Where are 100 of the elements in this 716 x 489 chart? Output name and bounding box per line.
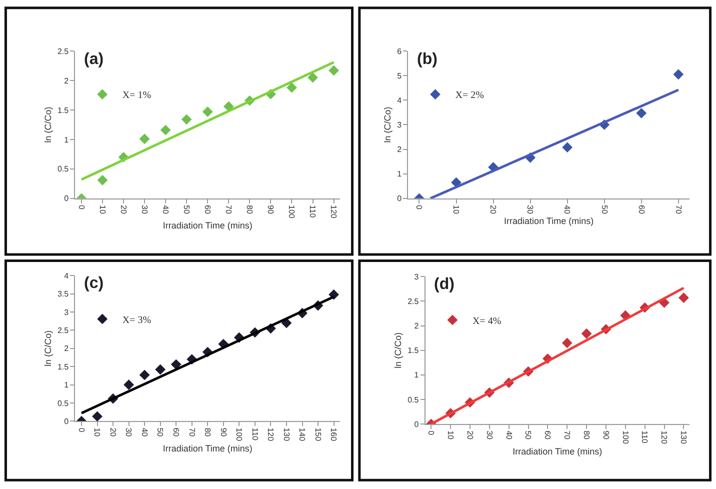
y-tick-label: 3 bbox=[64, 308, 70, 317]
x-tick-label: 0 bbox=[76, 205, 86, 210]
y-tick-label: 0.5 bbox=[57, 398, 70, 408]
point bbox=[97, 174, 108, 186]
x-tick-label: 120 bbox=[660, 430, 669, 444]
x-tick-label: 50 bbox=[182, 205, 192, 214]
x-tick-label: 30 bbox=[484, 430, 494, 440]
x-tick-label: 90 bbox=[266, 205, 276, 214]
y-tick-label: 0 bbox=[414, 420, 420, 429]
legend-label: X= 2% bbox=[455, 90, 484, 102]
x-tick-label: 30 bbox=[140, 205, 149, 214]
x-tick-label: 120 bbox=[329, 205, 338, 219]
y-tick-label: 1 bbox=[414, 370, 420, 380]
annotation: (c) bbox=[84, 275, 104, 292]
y-tick-label: 2 bbox=[397, 145, 402, 154]
x-tick-label: 40 bbox=[140, 428, 149, 438]
point bbox=[139, 370, 150, 380]
x-tick-label: 100 bbox=[620, 430, 630, 444]
point bbox=[451, 177, 462, 188]
y-tick-label: 0 bbox=[64, 416, 70, 426]
point bbox=[328, 65, 339, 76]
y-tick-label: 5 bbox=[397, 71, 402, 80]
y-tick-label: 4 bbox=[64, 271, 70, 280]
y-tick-label: 2.5 bbox=[57, 326, 70, 336]
x-tick-label: 60 bbox=[543, 430, 552, 440]
x-tick-label: 150 bbox=[313, 428, 322, 442]
y-axis-title: ln (C/Co) bbox=[42, 106, 53, 143]
x-tick-label: 40 bbox=[504, 430, 514, 440]
x-tick-label: 10 bbox=[92, 428, 102, 438]
y-tick-label: 0.5 bbox=[57, 164, 70, 174]
point bbox=[92, 411, 102, 422]
x-axis-title: Irradiation Time (mins) bbox=[504, 216, 594, 226]
x-tick-label: 130 bbox=[679, 430, 688, 444]
x-tick-label: 100 bbox=[234, 428, 244, 442]
y-tick-label: 2 bbox=[64, 344, 70, 354]
point bbox=[673, 69, 684, 80]
x-axis-title: Irradiation Time (mins) bbox=[162, 220, 252, 231]
legend-label: X= 4% bbox=[472, 316, 502, 327]
point bbox=[160, 124, 171, 136]
y-tick-label: 2.5 bbox=[57, 46, 70, 56]
point bbox=[202, 106, 213, 117]
x-tick-label: 40 bbox=[160, 205, 170, 214]
y-tick-label: 0 bbox=[64, 194, 70, 204]
x-tick-label: 10 bbox=[452, 205, 461, 214]
point bbox=[155, 364, 166, 375]
y-tick-label: 3.5 bbox=[57, 290, 70, 299]
x-tick-label: 80 bbox=[245, 205, 254, 214]
x-tick-label: 10 bbox=[98, 205, 107, 214]
legend-label: X= 3% bbox=[122, 314, 152, 326]
annotation: (a) bbox=[84, 51, 104, 68]
x-tick-label: 110 bbox=[250, 428, 260, 442]
x-tick-label: 70 bbox=[674, 205, 683, 214]
x-tick-label: 20 bbox=[108, 428, 118, 438]
point bbox=[181, 114, 192, 125]
y-tick-label: 2 bbox=[414, 322, 420, 331]
x-tick-label: 130 bbox=[282, 428, 291, 442]
y-tick-label: 4 bbox=[397, 96, 402, 105]
point bbox=[170, 359, 182, 370]
y-tick-label: 1.5 bbox=[408, 346, 420, 356]
y-tick-label: 0 bbox=[397, 194, 402, 204]
x-tick-label: 50 bbox=[524, 430, 533, 440]
x-tick-label: 60 bbox=[172, 428, 180, 438]
x-tick-label: 90 bbox=[218, 428, 228, 438]
x-tick-label: 20 bbox=[118, 205, 128, 214]
y-axis-title: ln (C/Co) bbox=[392, 332, 403, 368]
annotation: (b) bbox=[417, 51, 438, 68]
y-tick-label: 1 bbox=[397, 170, 402, 179]
y-axis-title: ln (C/Co) bbox=[382, 106, 392, 143]
x-tick-label: 110 bbox=[308, 205, 318, 218]
point bbox=[562, 142, 573, 153]
y-tick-label: 1.5 bbox=[57, 362, 70, 372]
x-tick-label: 60 bbox=[636, 205, 646, 214]
x-tick-label: 50 bbox=[156, 428, 165, 438]
x-tick-label: 70 bbox=[562, 430, 572, 440]
annotation: (d) bbox=[434, 276, 454, 293]
x-tick-label: 70 bbox=[187, 428, 196, 438]
x-tick-label: 140 bbox=[298, 428, 307, 442]
y-tick-label: 3 bbox=[414, 272, 420, 282]
point bbox=[581, 328, 592, 339]
y-tick-label: 2 bbox=[64, 76, 70, 86]
y-tick-label: 1 bbox=[64, 380, 70, 390]
y-tick-label: 1.5 bbox=[57, 106, 70, 115]
x-tick-label: 0 bbox=[426, 430, 436, 436]
x-tick-label: 20 bbox=[488, 205, 498, 214]
x-tick-label: 50 bbox=[600, 205, 609, 214]
x-tick-label: 20 bbox=[465, 430, 474, 440]
x-axis-title: Irradiation Time (mins) bbox=[512, 446, 602, 456]
x-tick-label: 100 bbox=[287, 205, 296, 219]
point bbox=[139, 134, 150, 144]
x-tick-label: 70 bbox=[224, 205, 234, 214]
x-tick-label: 60 bbox=[203, 205, 212, 214]
legend-label: X= 1% bbox=[122, 90, 152, 102]
x-tick-label: 30 bbox=[526, 205, 535, 214]
point bbox=[562, 338, 572, 348]
point bbox=[636, 108, 647, 118]
x-tick-label: 40 bbox=[562, 205, 572, 214]
y-tick-label: 1 bbox=[64, 135, 70, 144]
x-tick-label: 0 bbox=[76, 428, 86, 433]
y-tick-label: 2.5 bbox=[408, 297, 420, 306]
y-tick-label: 6 bbox=[397, 46, 402, 56]
